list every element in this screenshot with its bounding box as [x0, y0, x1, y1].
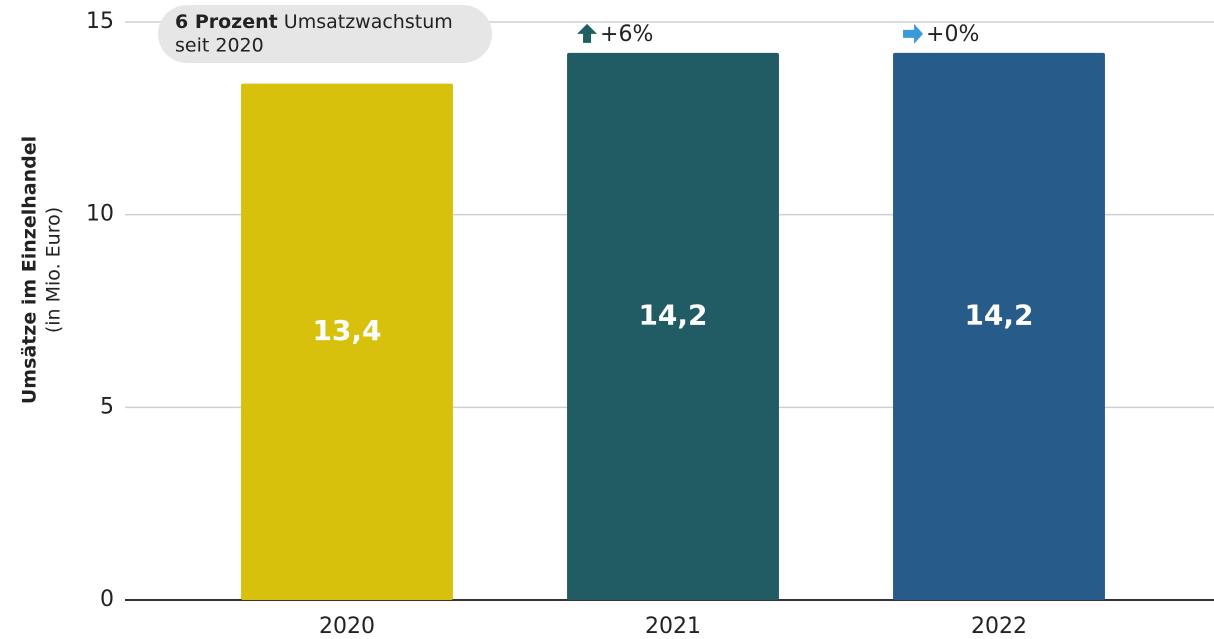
bar: [567, 52, 779, 601]
value-label: 14,2: [638, 298, 707, 331]
value-label: 13,4: [312, 314, 381, 347]
value-label: 14,2: [964, 298, 1033, 331]
y-axis-title: Umsätze im Einzelhandel: [19, 136, 41, 404]
change-arrow: [577, 23, 598, 43]
annotation-line2: seit 2020: [175, 35, 264, 57]
bar: [241, 83, 453, 601]
change-label: +6%: [600, 22, 653, 47]
x-tick-label: 2022: [971, 614, 1027, 639]
annotation-badge: [158, 5, 492, 63]
annotation-text: Umsatzwachstum: [284, 11, 453, 33]
x-tick-label: 2020: [319, 614, 375, 639]
y-axis-title-group: Umsätze im Einzelhandel (in Mio. Euro): [19, 136, 65, 404]
marks: 13,4 14,2 +6% 14,2 +0%: [241, 22, 1105, 601]
x-tick-label: 2021: [645, 614, 701, 639]
change-arrow: [903, 23, 924, 44]
annotation-bold: 6 Prozent: [175, 11, 278, 33]
y-tick-label: 5: [100, 394, 114, 419]
annotation-line1: 6 Prozent Umsatzwachstum: [175, 11, 453, 33]
y-axis-subtitle: (in Mio. Euro): [43, 207, 65, 333]
y-tick-label: 15: [86, 9, 114, 34]
y-tick-label: 0: [100, 587, 114, 612]
change-label: +0%: [926, 22, 979, 47]
bar: [893, 52, 1105, 601]
y-tick-label: 10: [86, 202, 114, 227]
